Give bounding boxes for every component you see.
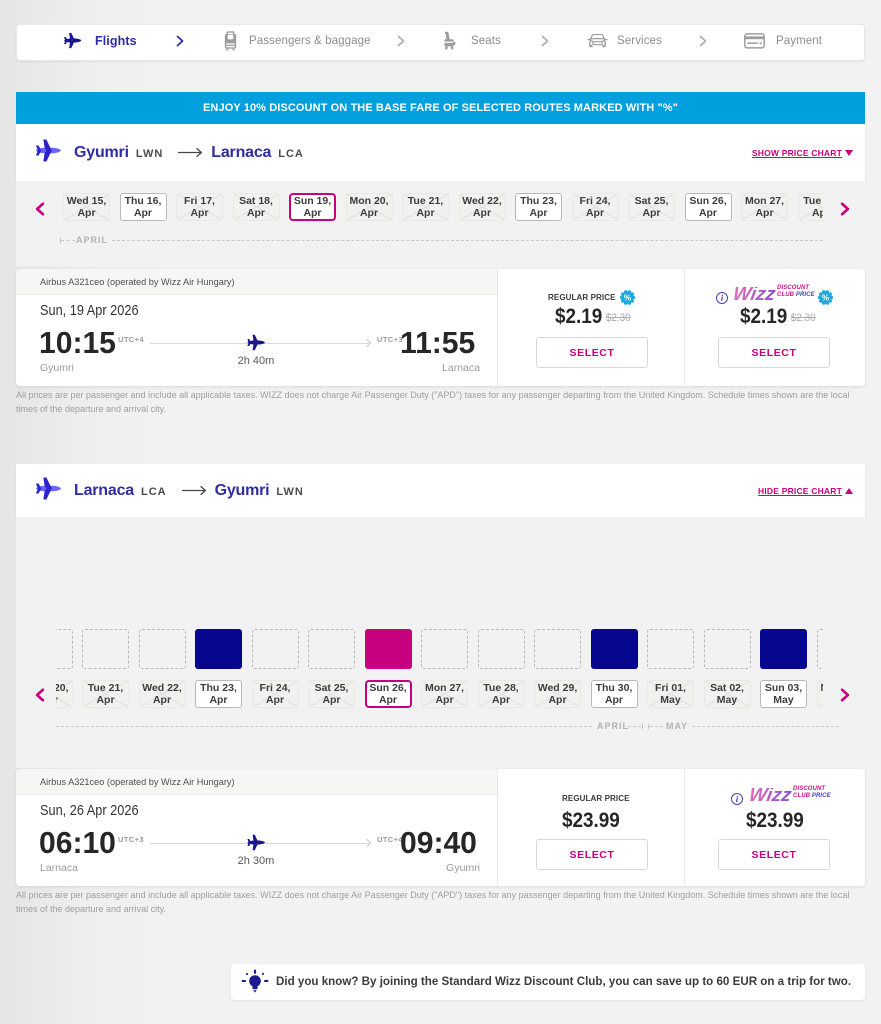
svg-text:%: %	[822, 293, 830, 303]
svg-text:%: %	[624, 293, 632, 303]
